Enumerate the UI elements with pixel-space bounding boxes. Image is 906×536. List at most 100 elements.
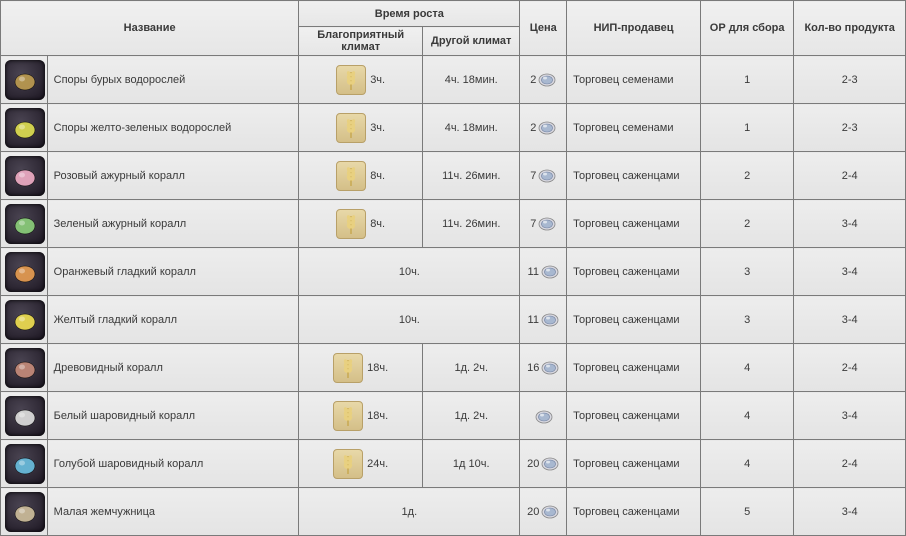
npc-vendor[interactable]: Торговец саженцами	[567, 392, 701, 440]
wheat-icon	[336, 161, 366, 191]
item-name[interactable]: Споры желто-зеленых водорослей	[47, 104, 299, 152]
price-cell: 20	[520, 488, 567, 536]
header-growth-good: Благоприятный климат	[299, 27, 423, 56]
item-name[interactable]: Зеленый ажурный коралл	[47, 200, 299, 248]
growth-time-good: 3ч.	[299, 104, 423, 152]
item-name[interactable]: Белый шаровидный коралл	[47, 392, 299, 440]
price-cell: 7	[520, 152, 567, 200]
item-name[interactable]: Желтый гладкий коралл	[47, 296, 299, 344]
growth-time-merged: 1д.	[299, 488, 520, 536]
qty-value: 2-4	[794, 440, 906, 488]
growth-good-value: 8ч.	[370, 170, 385, 182]
growth-time-other: 1д 10ч.	[423, 440, 520, 488]
table-row: Древовидный коралл 18ч. 1д. 2ч. 16 Торговец …	[1, 344, 906, 392]
growth-good-value: 3ч.	[370, 122, 385, 134]
item-icon[interactable]	[5, 396, 45, 436]
item-icon[interactable]	[5, 492, 45, 532]
price-cell: 7	[520, 200, 567, 248]
table-row: Оранжевый гладкий коралл10ч.11Торговец с…	[1, 248, 906, 296]
header-growth-other: Другой климат	[423, 27, 520, 56]
growth-time-good: 18ч.	[299, 392, 423, 440]
price-cell: 20	[520, 440, 567, 488]
item-icon-cell	[1, 392, 48, 440]
item-icon[interactable]	[5, 156, 45, 196]
growth-time-other: 11ч. 26мин.	[423, 152, 520, 200]
price-value: 2	[530, 74, 536, 86]
npc-vendor[interactable]: Торговец семенами	[567, 56, 701, 104]
growth-time-good: 18ч.	[299, 344, 423, 392]
table-row: Споры желто-зеленых водорослей3ч.4ч. 18м…	[1, 104, 906, 152]
npc-vendor[interactable]: Торговец саженцами	[567, 152, 701, 200]
coin-icon	[541, 457, 559, 471]
item-name[interactable]: Древовидный коралл	[47, 344, 299, 392]
growth-good-value: 18ч.	[367, 362, 388, 374]
growth-time-other: 11ч. 26мин.	[423, 200, 520, 248]
item-icon[interactable]	[5, 444, 45, 484]
wheat-icon	[336, 113, 366, 143]
growth-good-value: 8ч.	[370, 218, 385, 230]
qty-value: 3-4	[794, 200, 906, 248]
npc-vendor[interactable]: Торговец семенами	[567, 104, 701, 152]
npc-vendor[interactable]: Торговец саженцами	[567, 488, 701, 536]
item-icon-cell	[1, 56, 48, 104]
npc-vendor[interactable]: Торговец саженцами	[567, 248, 701, 296]
qty-value: 2-4	[794, 152, 906, 200]
price-value: 16	[527, 362, 539, 374]
item-icon[interactable]	[5, 348, 45, 388]
growth-time-good: 8ч.	[299, 152, 423, 200]
growth-time-merged: 10ч.	[299, 248, 520, 296]
wheat-icon	[333, 449, 363, 479]
coin-icon	[541, 313, 559, 327]
item-name[interactable]: Оранжевый гладкий коралл	[47, 248, 299, 296]
coin-icon	[538, 217, 556, 231]
item-icon[interactable]	[5, 300, 45, 340]
item-name[interactable]: Споры бурых водорослей	[47, 56, 299, 104]
item-icon-cell	[1, 200, 48, 248]
item-name[interactable]: Голубой шаровидный коралл	[47, 440, 299, 488]
item-name[interactable]: Розовый ажурный коралл	[47, 152, 299, 200]
table-row: Малая жемчужница1д.20Торговец саженцами5…	[1, 488, 906, 536]
or-value: 2	[701, 200, 794, 248]
growth-time-other: 4ч. 18мин.	[423, 56, 520, 104]
growth-time-merged: 10ч.	[299, 296, 520, 344]
coin-icon	[535, 410, 553, 424]
or-value: 1	[701, 104, 794, 152]
growth-time-other: 1д. 2ч.	[423, 392, 520, 440]
wheat-icon	[336, 209, 366, 239]
table-row: Желтый гладкий коралл10ч.11Торговец саже…	[1, 296, 906, 344]
item-icon-cell	[1, 248, 48, 296]
or-value: 2	[701, 152, 794, 200]
item-name[interactable]: Малая жемчужница	[47, 488, 299, 536]
header-name: Название	[1, 1, 299, 56]
or-value: 4	[701, 392, 794, 440]
items-table: Название Время роста Цена НИП-продавец О…	[0, 0, 906, 536]
coin-icon	[538, 121, 556, 135]
growth-good-value: 18ч.	[367, 410, 388, 422]
item-icon[interactable]	[5, 108, 45, 148]
wheat-icon	[333, 353, 363, 383]
item-icon[interactable]	[5, 60, 45, 100]
item-icon-cell	[1, 344, 48, 392]
price-cell: 2	[520, 104, 567, 152]
item-icon[interactable]	[5, 204, 45, 244]
table-row: Белый шаровидный коралл 18ч. 1д. 2ч. Торгов…	[1, 392, 906, 440]
header-growth: Время роста	[299, 1, 520, 27]
item-icon-cell	[1, 488, 48, 536]
or-value: 5	[701, 488, 794, 536]
npc-vendor[interactable]: Торговец саженцами	[567, 440, 701, 488]
wheat-icon	[336, 65, 366, 95]
item-icon[interactable]	[5, 252, 45, 292]
growth-time-other: 1д. 2ч.	[423, 344, 520, 392]
or-value: 4	[701, 440, 794, 488]
price-cell: 11	[520, 248, 567, 296]
coin-icon	[538, 169, 556, 183]
npc-vendor[interactable]: Торговец саженцами	[567, 200, 701, 248]
qty-value: 2-3	[794, 104, 906, 152]
qty-value: 3-4	[794, 488, 906, 536]
table-row: Розовый ажурный коралл 8ч. 11ч. 26мин.7Тор…	[1, 152, 906, 200]
npc-vendor[interactable]: Торговец саженцами	[567, 296, 701, 344]
header-or: ОР для сбора	[701, 1, 794, 56]
npc-vendor[interactable]: Торговец саженцами	[567, 344, 701, 392]
growth-good-value: 24ч.	[367, 458, 388, 470]
header-qty: Кол-во продукта	[794, 1, 906, 56]
